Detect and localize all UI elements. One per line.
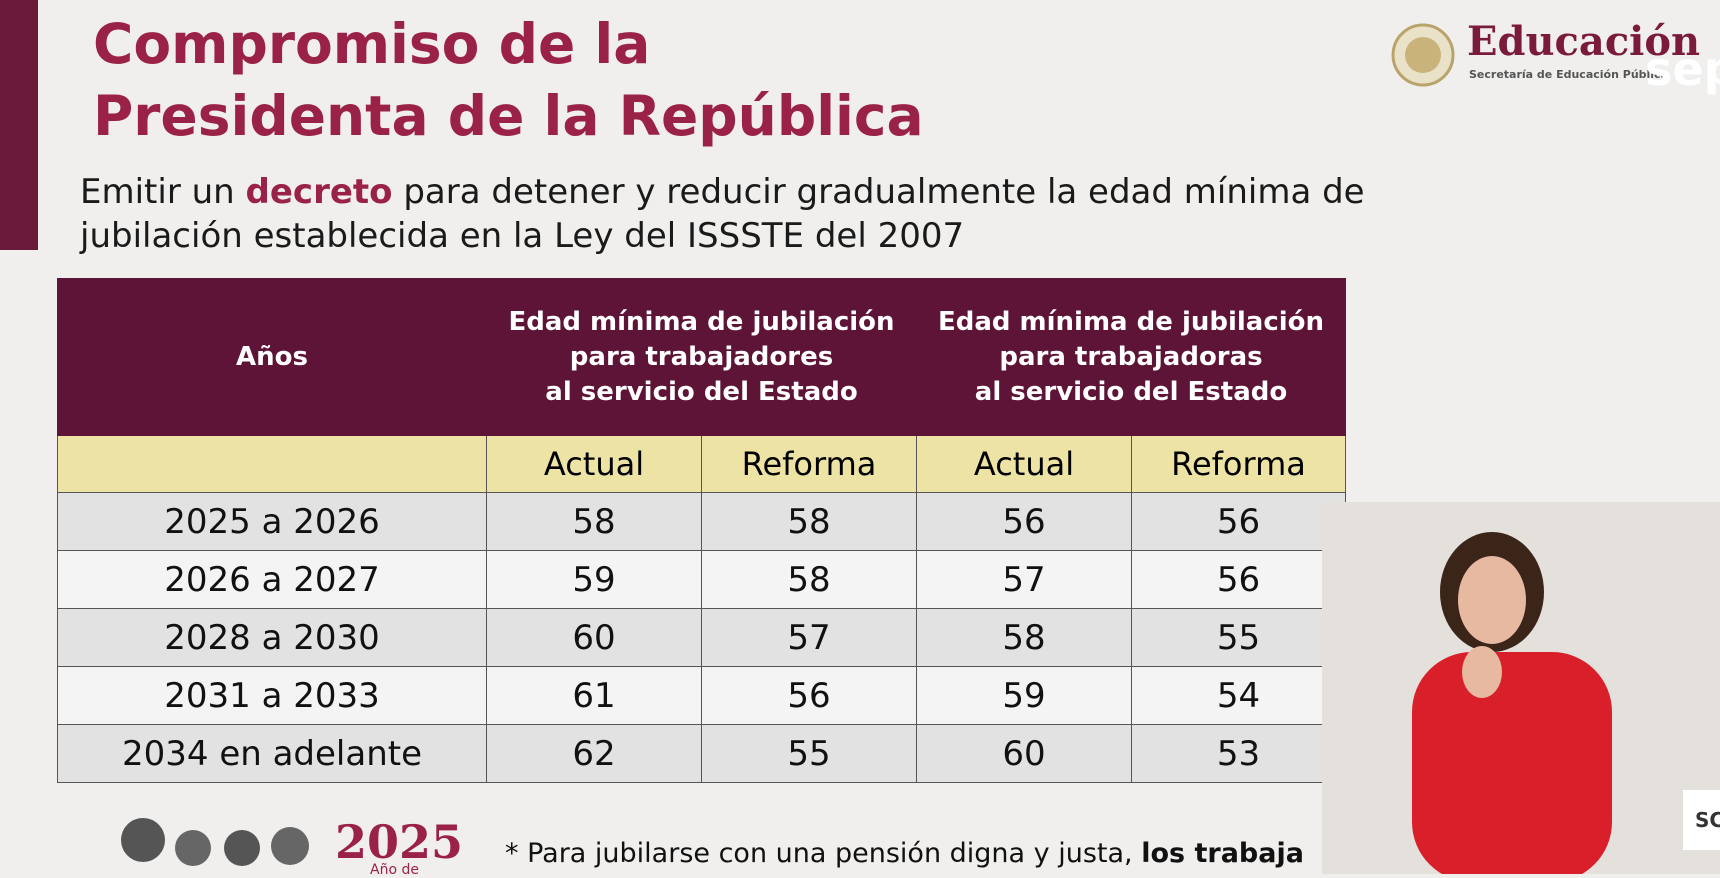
logo-corner: sep bbox=[1645, 42, 1720, 96]
table-cell: 2028 a 2030 bbox=[57, 608, 487, 667]
table-cell: 58 bbox=[701, 550, 917, 609]
header-cell: Años bbox=[57, 278, 487, 436]
table-cell: 53 bbox=[1131, 724, 1346, 783]
header-line: para trabajadores bbox=[569, 341, 834, 372]
emblem bbox=[1391, 23, 1455, 87]
interpreter-body bbox=[1412, 652, 1612, 874]
header-group: Edad mínima de jubilación para trabajador… bbox=[916, 278, 1346, 436]
table-cell: 56 bbox=[1131, 550, 1346, 609]
table-row: 2031 a 2033 61 56 59 54 bbox=[57, 666, 1346, 725]
table-cell: 60 bbox=[486, 608, 702, 667]
note-text: * Para jubilarse con una pensión digna y… bbox=[505, 838, 1142, 869]
emblem-center bbox=[1405, 37, 1441, 73]
subheader-cell bbox=[57, 435, 487, 493]
table-cell: 2025 a 2026 bbox=[57, 492, 487, 551]
header-line: Edad mínima de jubilación bbox=[508, 306, 895, 337]
table-cell: 60 bbox=[916, 724, 1132, 783]
header-line: al servicio del Estado bbox=[545, 376, 858, 407]
table-cell: 56 bbox=[916, 492, 1132, 551]
subheader-cell: Actual bbox=[916, 435, 1132, 493]
table-cell: 2031 a 2033 bbox=[57, 666, 487, 725]
title-line: Presidenta de la República bbox=[93, 84, 924, 148]
table-cell: 2026 a 2027 bbox=[57, 550, 487, 609]
title-line: Compromiso de la bbox=[93, 12, 651, 76]
header-group: Edad mínima de jubilación para trabajador… bbox=[486, 278, 917, 436]
table-cell: 54 bbox=[1131, 666, 1346, 725]
figure bbox=[175, 830, 211, 866]
logo-subtitle: Secretaría de Educación Pública bbox=[1469, 68, 1669, 81]
table-cell: 58 bbox=[916, 608, 1132, 667]
table-row: 2026 a 2027 59 58 57 56 bbox=[57, 550, 1346, 609]
intro-text: Emitir un bbox=[80, 172, 246, 212]
accent-bar bbox=[0, 0, 38, 250]
table-row: 2025 a 2026 58 58 56 56 bbox=[57, 492, 1346, 551]
footer-figures bbox=[121, 818, 309, 866]
table-cell: 55 bbox=[1131, 608, 1346, 667]
subheader-cell: Actual bbox=[486, 435, 702, 493]
intro: Emitir un decreto para detener y reducir… bbox=[80, 170, 1440, 258]
table-cell: 61 bbox=[486, 666, 702, 725]
intro-text: para detener y reducir gradualmente la e… bbox=[80, 172, 1365, 256]
table-cell: 59 bbox=[916, 666, 1132, 725]
header-line: al servicio del Estado bbox=[974, 376, 1288, 407]
table-cell: 56 bbox=[1131, 492, 1346, 551]
table-cell: 57 bbox=[701, 608, 917, 667]
footer-year-caption: Año de bbox=[370, 862, 419, 878]
figure bbox=[121, 818, 165, 862]
badge: SC bbox=[1683, 790, 1720, 850]
note-bold: los trabaja bbox=[1141, 838, 1304, 869]
title: Compromiso de la Presidenta de la Repúbl… bbox=[93, 8, 924, 152]
table-cell: 55 bbox=[701, 724, 917, 783]
header-row: Años Edad mínima de jubilación para trabaj… bbox=[57, 278, 1346, 436]
table-cell: 56 bbox=[701, 666, 917, 725]
table-cell: 62 bbox=[486, 724, 702, 783]
table-cell: 2034 en adelante bbox=[57, 724, 487, 783]
figure bbox=[224, 830, 260, 866]
table-cell: 58 bbox=[486, 492, 702, 551]
table-cell: 57 bbox=[916, 550, 1132, 609]
intro-bold: decreto bbox=[245, 172, 393, 212]
table-row: 2034 en adelante 62 55 60 53 bbox=[57, 724, 1346, 783]
table-row: 2028 a 2030 60 57 58 55 bbox=[57, 608, 1346, 667]
footer-note: * Para jubilarse con una pensión digna y… bbox=[505, 838, 1304, 869]
table: Años Edad mínima de jubilación para trabaj… bbox=[57, 278, 1346, 783]
logo-name: Educación bbox=[1467, 18, 1701, 65]
interpreter-face bbox=[1458, 556, 1526, 644]
subheader-cell: Reforma bbox=[1131, 435, 1346, 493]
header-line: para trabajadoras bbox=[999, 341, 1263, 372]
header-line: Edad mínima de jubilación bbox=[937, 306, 1325, 337]
interpreter-hand bbox=[1462, 646, 1502, 698]
subheader-cell: Reforma bbox=[701, 435, 917, 493]
table-cell: 58 bbox=[701, 492, 917, 551]
table-cell: 59 bbox=[486, 550, 702, 609]
footer-year: 2025 bbox=[335, 815, 464, 869]
subheader-row: Actual Reforma Actual Reforma bbox=[57, 435, 1346, 493]
interpreter-video bbox=[1322, 502, 1720, 874]
figure bbox=[271, 827, 309, 865]
